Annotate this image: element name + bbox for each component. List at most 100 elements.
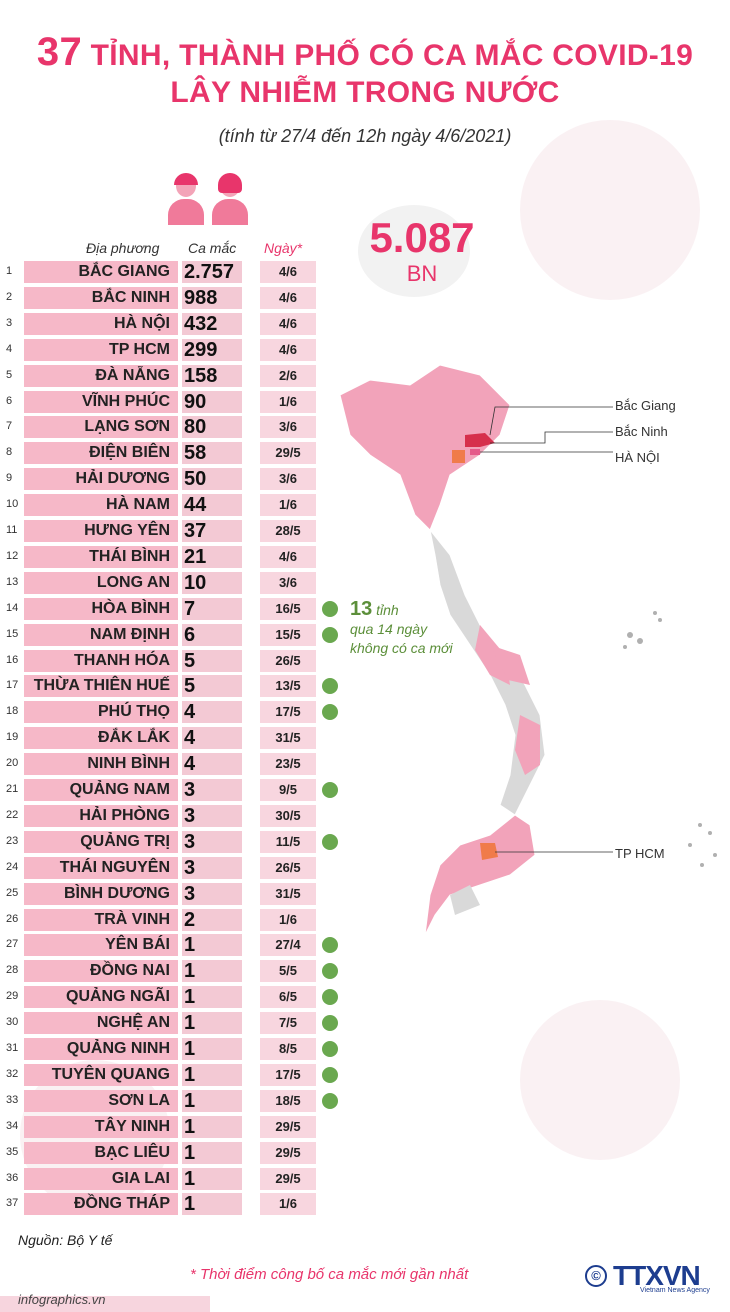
province-name: ĐÀ NẴNG <box>24 364 178 387</box>
row-index: 17 <box>6 679 19 692</box>
province-name: QUẢNG TRỊ <box>24 830 178 853</box>
table-row: 20 NINH BÌNH 4 23/5 <box>0 753 330 776</box>
case-count: 1 <box>182 934 242 957</box>
table-row: 6 VĨNH PHÚC 90 1/6 <box>0 390 330 413</box>
last-case-date: 3/6 <box>260 571 316 594</box>
last-case-date: 1/6 <box>260 390 316 413</box>
case-count: 7 <box>182 597 242 620</box>
row-index: 30 <box>6 1016 19 1029</box>
table-row: 29 QUẢNG NGÃI 1 6/5 <box>0 986 338 1009</box>
table-row: 11 HƯNG YÊN 37 28/5 <box>0 520 330 542</box>
row-index: 28 <box>6 964 19 977</box>
last-case-date: 3/6 <box>260 416 316 439</box>
table-row: 36 GIA LAI 1 29/5 <box>0 1167 330 1190</box>
province-name: HÀ NAM <box>24 494 178 517</box>
row-index: 24 <box>6 860 19 873</box>
province-name: BẮC NINH <box>24 286 178 309</box>
table-row: 21 QUẢNG NAM 3 9/5 <box>0 779 338 801</box>
province-name: LONG AN <box>24 571 178 594</box>
table-row: 8 ĐIỆN BIÊN 58 29/5 <box>0 442 330 465</box>
website-link[interactable]: infographics.vn <box>18 1292 106 1307</box>
province-name: QUẢNG NAM <box>24 779 178 801</box>
case-count: 10 <box>182 571 242 594</box>
case-count: 988 <box>182 286 242 309</box>
map-north <box>339 364 511 531</box>
province-name: QUẢNG NINH <box>24 1038 178 1060</box>
province-name: HẢI DƯƠNG <box>24 468 178 491</box>
province-name: TUYÊN QUANG <box>24 1063 178 1086</box>
table-row: 5 ĐÀ NẴNG 158 2/6 <box>0 364 330 387</box>
total-cases-number: 5.087 <box>369 214 475 261</box>
row-index: 13 <box>6 575 19 588</box>
table-row: 32 TUYÊN QUANG 1 17/5 <box>0 1063 338 1086</box>
no-new-cases-dot-icon <box>322 989 338 1006</box>
map-islands <box>623 611 717 867</box>
case-count: 90 <box>182 390 242 413</box>
table-row: 23 QUẢNG TRỊ 3 11/5 <box>0 830 338 853</box>
row-index: 9 <box>6 472 13 485</box>
logo-subtitle: Vietnam News Agency <box>640 1287 710 1294</box>
row-index: 23 <box>6 834 19 847</box>
last-case-date: 17/5 <box>260 1063 316 1086</box>
case-count: 1 <box>182 1089 242 1112</box>
table-row: 24 THÁI NGUYÊN 3 26/5 <box>0 856 330 879</box>
case-count: 1 <box>182 1115 242 1138</box>
row-index: 36 <box>6 1171 19 1184</box>
province-name: HÒA BÌNH <box>24 597 178 620</box>
case-count: 1 <box>182 1167 242 1190</box>
last-case-date: 28/5 <box>260 520 316 542</box>
last-case-date: 1/6 <box>260 494 316 517</box>
people-icons <box>168 173 248 225</box>
last-case-date: 29/5 <box>260 1167 316 1190</box>
case-count: 6 <box>182 623 242 646</box>
last-case-date: 4/6 <box>260 261 316 283</box>
table-row: 22 HẢI PHÒNG 3 30/5 <box>0 804 330 827</box>
row-index: 18 <box>6 705 19 718</box>
last-case-date: 26/5 <box>260 649 316 672</box>
footer-bar <box>0 1296 210 1312</box>
province-name: THÁI BÌNH <box>24 545 178 568</box>
last-case-date: 11/5 <box>260 830 316 853</box>
row-index: 33 <box>6 1093 19 1106</box>
last-case-date: 4/6 <box>260 338 316 361</box>
no-new-cases-dot-icon <box>322 1092 338 1109</box>
case-count: 1 <box>182 1038 242 1060</box>
last-case-date: 1/6 <box>260 908 316 931</box>
province-name: TÂY NINH <box>24 1115 178 1138</box>
case-count: 158 <box>182 364 242 387</box>
last-case-date: 31/5 <box>260 727 316 750</box>
vietnam-map <box>339 364 717 936</box>
table-row: 9 HẢI DƯƠNG 50 3/6 <box>0 468 330 491</box>
province-name: VĨNH PHÚC <box>24 390 178 413</box>
table-row: 10 HÀ NAM 44 1/6 <box>0 494 330 517</box>
table-row: 26 TRÀ VINH 2 1/6 <box>0 908 330 931</box>
column-header-cases: Ca mắc <box>188 240 237 256</box>
case-count: 1 <box>182 1063 242 1086</box>
no-new-cases-dot-icon <box>322 600 338 617</box>
row-index: 27 <box>6 938 19 951</box>
table-row: 37 ĐỒNG THÁP 1 1/6 <box>0 1193 330 1216</box>
last-case-date: 29/5 <box>260 442 316 465</box>
province-name: SƠN LA <box>24 1089 178 1112</box>
last-case-date: 2/6 <box>260 364 316 387</box>
no-new-cases-note: 13 tỉnh qua 14 ngày không có ca mới <box>350 599 453 658</box>
column-header-day: Ngày* <box>264 240 303 256</box>
no-new-cases-dot-icon <box>322 963 338 980</box>
row-index: 6 <box>6 394 13 407</box>
case-count: 3 <box>182 804 242 827</box>
row-index: 14 <box>6 601 19 614</box>
province-name: NGHỆ AN <box>24 1012 178 1035</box>
row-index: 10 <box>6 498 19 511</box>
row-index: 3 <box>6 316 13 329</box>
map-hotspots <box>452 433 498 860</box>
province-name: LẠNG SƠN <box>24 416 178 439</box>
province-name: GIA LAI <box>24 1167 178 1190</box>
row-index: 19 <box>6 731 19 744</box>
case-count: 1 <box>182 1193 242 1216</box>
case-count: 3 <box>182 830 242 853</box>
title-number: 37 <box>36 30 82 74</box>
table-row: 28 ĐỒNG NAI 1 5/5 <box>0 960 338 983</box>
row-index: 20 <box>6 757 19 770</box>
last-case-date: 1/6 <box>260 1193 316 1216</box>
table-row: 3 HÀ NỘI 432 4/6 <box>0 312 330 335</box>
